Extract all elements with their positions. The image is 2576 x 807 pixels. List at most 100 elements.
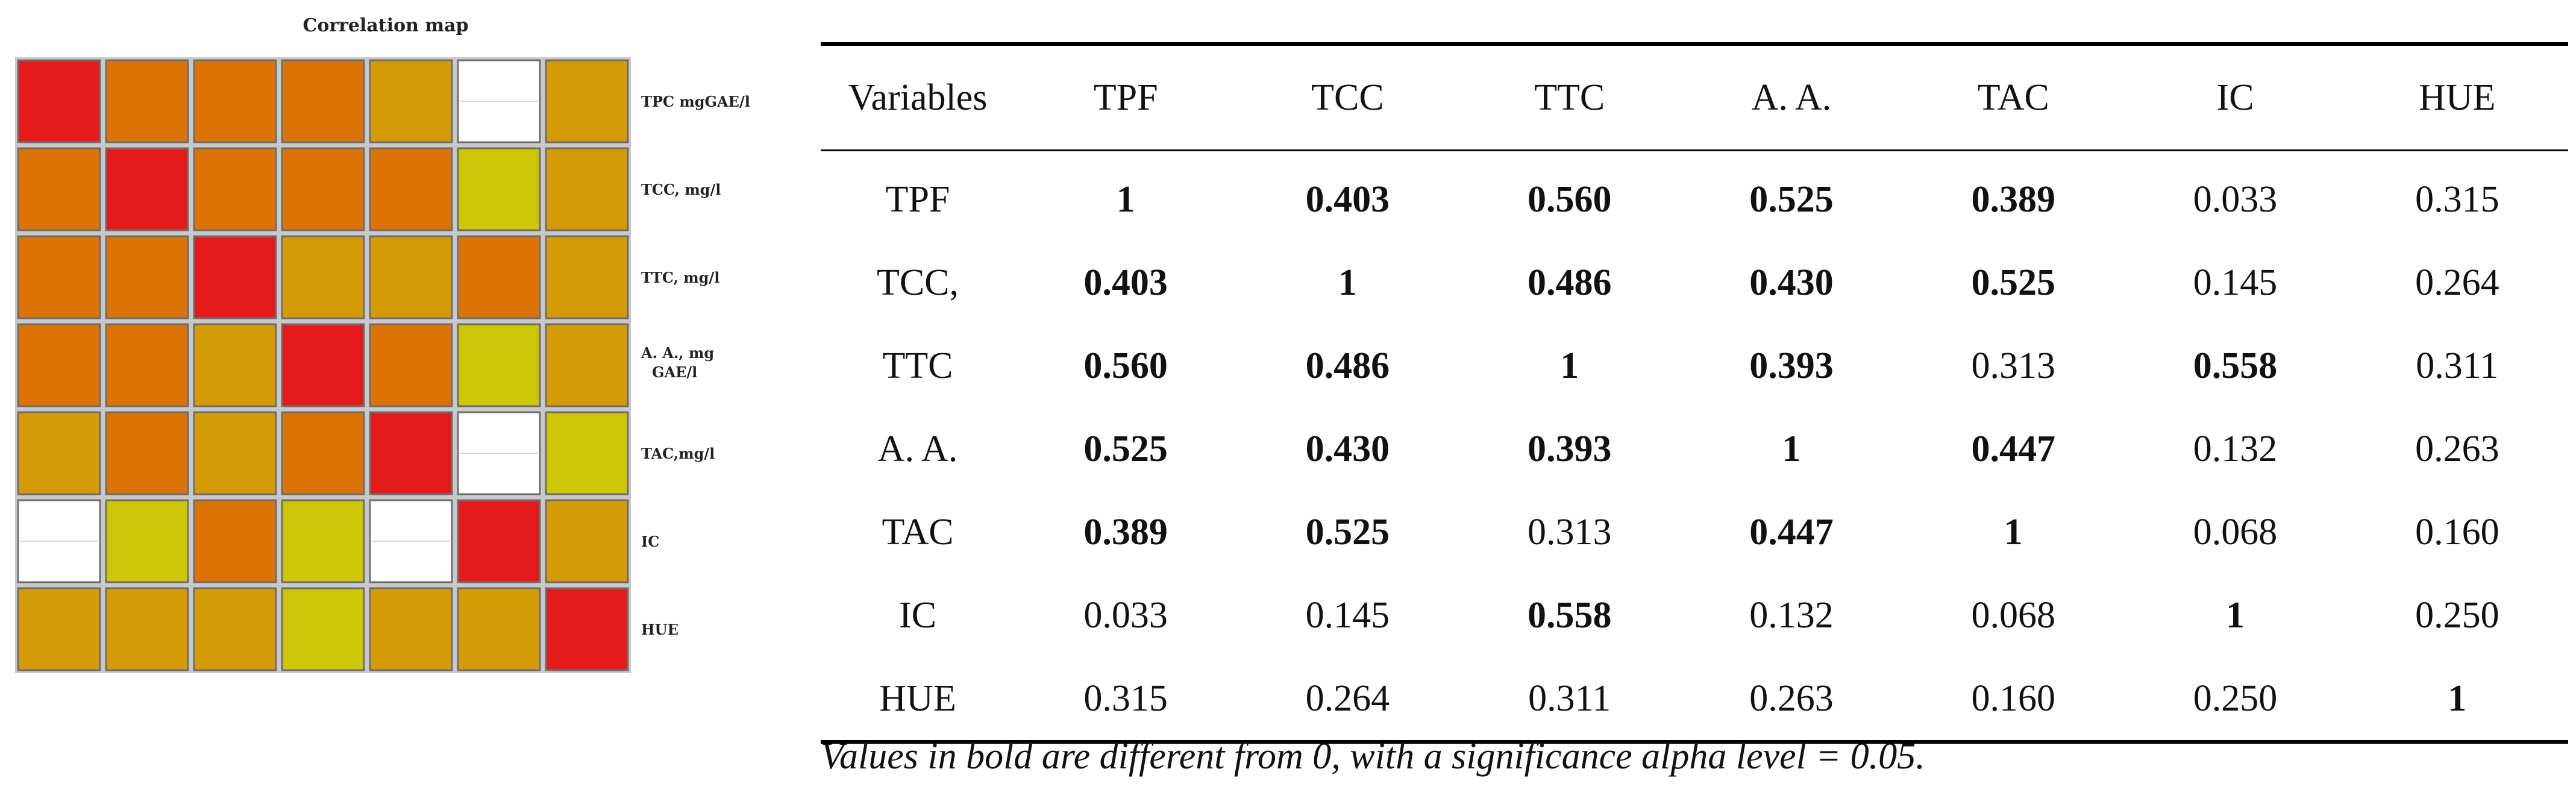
table-row: TTC 0.560 0.486 1 0.393 0.313 0.558 0.311 xyxy=(821,324,2568,407)
table-cell: 0.393 xyxy=(1527,428,1612,469)
heatmap-cell xyxy=(281,587,365,671)
table-row: IC 0.033 0.145 0.558 0.132 0.068 1 0.250 xyxy=(821,574,2568,657)
table-cell: 1 xyxy=(2448,677,2467,719)
heatmap-cell xyxy=(545,587,629,671)
table-cell: 0.525 xyxy=(1971,262,2056,303)
table-cell: 0.160 xyxy=(2415,511,2499,553)
table-cell: 0.486 xyxy=(1527,262,1612,303)
correlation-map-svg: Correlation map TPC mgGAE/l TCC, mg/l TTC,… xyxy=(15,15,750,673)
heatmap-cell xyxy=(105,499,189,583)
heatmap-cell xyxy=(545,147,629,231)
row-label: TCC, xyxy=(876,262,959,303)
table-row: TCC, 0.403 1 0.486 0.430 0.525 0.145 0.264 xyxy=(821,241,2568,324)
heatmap-row-label: TPC mgGAE/l xyxy=(641,93,750,110)
table-cell: 0.263 xyxy=(1749,677,1834,719)
heatmap-cell xyxy=(281,499,365,583)
table-row: TPF 1 0.403 0.560 0.525 0.389 0.033 0.315 xyxy=(821,151,2568,242)
table-row: TAC 0.389 0.525 0.313 0.447 1 0.068 0.160 xyxy=(821,491,2568,574)
heatmap-cell xyxy=(17,59,101,143)
table-cell: 0.313 xyxy=(1971,345,2056,386)
correlation-table: Variables TPF TCC TTC A. A. TAC IC HUE TPF 1 0.40… xyxy=(821,42,2568,744)
table-cell: 0.430 xyxy=(1305,428,1390,469)
heatmap-cell xyxy=(281,235,365,319)
map-labels: TPC mgGAE/l TCC, mg/l TTC, mg/l A. A., mg GA… xyxy=(641,93,750,638)
table-cell: 0.558 xyxy=(2193,345,2278,386)
column-header: HUE xyxy=(2419,77,2496,118)
heatmap-cell xyxy=(17,587,101,671)
table-cell: 0.311 xyxy=(1528,677,1611,719)
column-header-variables: Variables xyxy=(848,77,988,118)
table-cell: 0.132 xyxy=(1749,594,1834,636)
correlation-map: Correlation map TPC mgGAE/l TCC, mg/l TTC,… xyxy=(0,0,795,807)
heatmap-cell xyxy=(457,147,541,231)
heatmap-cell xyxy=(369,587,453,671)
table-cell: 0.264 xyxy=(1305,677,1390,719)
table-cell: 0.250 xyxy=(2415,594,2499,636)
heatmap-cell xyxy=(105,587,189,671)
column-header: TCC xyxy=(1311,77,1384,118)
heatmap-cell xyxy=(545,323,629,407)
table-cell: 0.313 xyxy=(1527,511,1612,553)
map-title: Correlation map xyxy=(302,15,468,36)
heatmap-cell xyxy=(457,235,541,319)
heatmap-cell xyxy=(281,59,365,143)
heatmap-row-label: TAC,mg/l xyxy=(641,445,715,462)
table-cell: 0.145 xyxy=(2193,262,2278,303)
table-cell: 0.033 xyxy=(2193,178,2278,220)
table-row: A. A. 0.525 0.430 0.393 1 0.447 0.132 0.263 xyxy=(821,407,2568,491)
heatmap-cell xyxy=(545,499,629,583)
table-cell: 0.560 xyxy=(1527,178,1612,220)
heatmap-cell xyxy=(193,587,277,671)
column-header: A. A. xyxy=(1751,77,1832,118)
row-label: A. A. xyxy=(877,428,958,469)
row-label: IC xyxy=(899,594,936,636)
heatmap-cell xyxy=(369,147,453,231)
heatmap-cell xyxy=(17,323,101,407)
heatmap-cell xyxy=(457,587,541,671)
table-cell: 0.486 xyxy=(1305,345,1390,386)
heatmap-row-label: TCC, mg/l xyxy=(641,181,721,198)
heatmap-cell xyxy=(17,147,101,231)
table-cell: 0.560 xyxy=(1083,345,1168,386)
heatmap-cell xyxy=(193,59,277,143)
table-cell: 0.403 xyxy=(1305,178,1390,220)
heatmap-cell xyxy=(457,323,541,407)
heatmap-cell xyxy=(105,59,189,143)
table-cell: 0.145 xyxy=(1305,594,1390,636)
table-cell: 0.160 xyxy=(1971,677,2056,719)
heatmap-cell xyxy=(193,147,277,231)
heatmap-row-label: IC xyxy=(641,533,659,550)
column-header: TAC xyxy=(1977,77,2049,118)
column-header: IC xyxy=(2216,77,2254,118)
table-cell: 0.389 xyxy=(1083,511,1168,553)
table-body: TPF 1 0.403 0.560 0.525 0.389 0.033 0.315 TCC, 0.… xyxy=(821,151,2568,742)
table-cell: 0.525 xyxy=(1749,178,1834,220)
table-cell: 0.132 xyxy=(2193,428,2278,469)
table-cell: 0.068 xyxy=(1971,594,2056,636)
heatmap-cell xyxy=(281,323,365,407)
table-cell: 1 xyxy=(1116,178,1135,220)
table-cell: 1 xyxy=(1338,262,1357,303)
heatmap-cell xyxy=(369,411,453,495)
row-label: HUE xyxy=(879,677,956,719)
heatmap-cell xyxy=(193,411,277,495)
table-cell: 0.447 xyxy=(1749,511,1834,553)
heatmap-cell xyxy=(193,499,277,583)
heatmap-cell xyxy=(545,235,629,319)
table-cell: 0.315 xyxy=(2415,178,2499,220)
heatmap-cell xyxy=(17,411,101,495)
column-header: TPF xyxy=(1093,77,1158,118)
heatmap-cell xyxy=(369,235,453,319)
heatmap-cell xyxy=(105,147,189,231)
table-cell: 0.525 xyxy=(1083,428,1168,469)
table-cell: 0.403 xyxy=(1083,262,1168,303)
table-note: Values in bold are different from 0, wit… xyxy=(821,736,1925,777)
table-cell: 0.389 xyxy=(1971,178,2056,220)
heatmap-cell xyxy=(105,323,189,407)
table-cell: 0.525 xyxy=(1305,511,1390,553)
table-cell: 0.264 xyxy=(2415,262,2499,303)
heatmap-cell xyxy=(457,499,541,583)
table-cell: 0.558 xyxy=(1527,594,1612,636)
heatmap-cell xyxy=(105,235,189,319)
table-cell: 0.263 xyxy=(2415,428,2499,469)
